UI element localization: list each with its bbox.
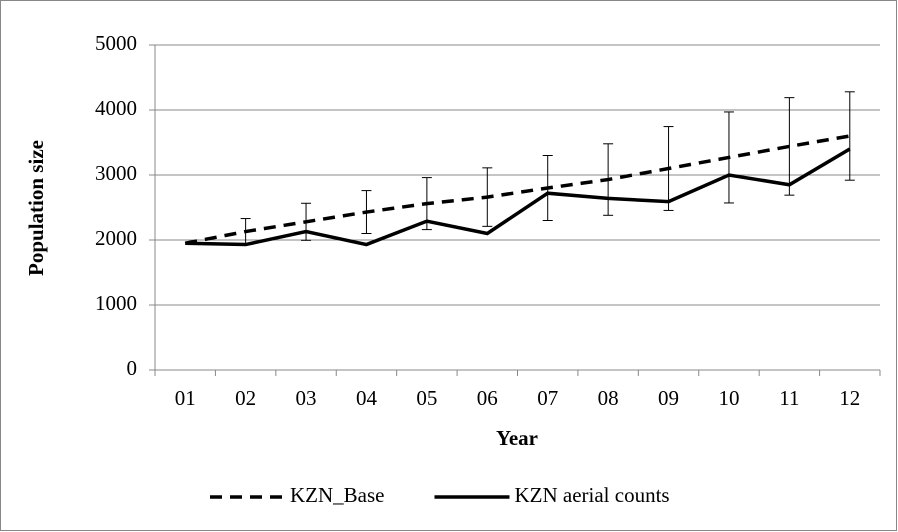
x-tick-label: 05: [416, 386, 437, 410]
x-tick-label: 01: [175, 386, 196, 410]
x-tick-label: 08: [598, 386, 619, 410]
x-tick-label: 04: [356, 386, 378, 410]
x-tick-label: 06: [477, 386, 498, 410]
x-tick-label: 02: [235, 386, 256, 410]
y-tick-label: 4000: [95, 96, 137, 120]
series-line: [184, 134, 851, 245]
y-tick-label: 0: [127, 356, 138, 380]
x-tick-label: 07: [537, 386, 558, 410]
y-tick-label: 1000: [95, 291, 137, 315]
x-tick-label: 09: [658, 386, 679, 410]
y-axis-title: Population size: [24, 140, 48, 276]
y-tick-label: 3000: [95, 161, 137, 185]
y-tick-label: 5000: [95, 31, 137, 55]
x-axis-title: Year: [496, 426, 538, 450]
x-tick-label: 10: [718, 386, 739, 410]
x-tick-label: 03: [296, 386, 317, 410]
x-tick-label: 12: [839, 386, 860, 410]
x-tick-label: 11: [779, 386, 799, 410]
series-line: [185, 147, 851, 247]
y-tick-label: 2000: [95, 226, 137, 250]
legend-label: KZN aerial counts: [514, 483, 669, 507]
legend-label: KZN_Base: [290, 483, 384, 507]
